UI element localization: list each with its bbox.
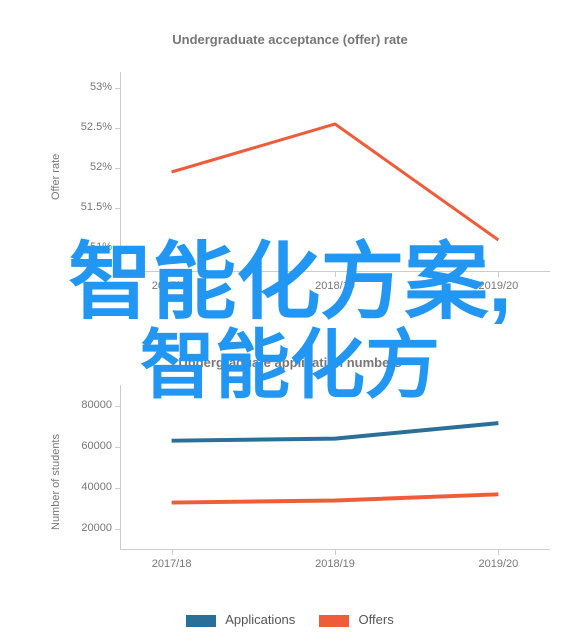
y-tick-label: 51.5% [52, 201, 112, 213]
y-tick-label: 51% [52, 241, 112, 253]
series-applications [172, 423, 499, 441]
x-tick-label: 2017/18 [152, 558, 192, 570]
x-tick-label: 2018/19 [315, 558, 355, 570]
legend-label-offers: Offers [359, 612, 394, 627]
x-tick-label: 2017/18 [152, 280, 192, 292]
x-tick-label: 2019/20 [479, 558, 519, 570]
chart-container: Undergraduate acceptance (offer) rate Un… [0, 0, 580, 635]
x-tick-label: 2018/19 [315, 280, 355, 292]
legend-swatch-offers [319, 615, 349, 627]
legend-swatch-applications [186, 615, 216, 627]
line-layer [0, 0, 580, 635]
legend-item-offers: Offers [319, 612, 394, 627]
y-axis-label: Number of students [50, 434, 62, 530]
series-offer-rate [172, 124, 499, 240]
legend-label-applications: Applications [225, 612, 295, 627]
y-axis-label: Offer rate [50, 154, 62, 200]
x-tick-label: 2019/20 [479, 280, 519, 292]
series-offers [172, 494, 499, 502]
y-tick-label: 52.5% [52, 121, 112, 133]
y-tick-label: 80000 [52, 399, 112, 411]
legend-item-applications: Applications [186, 612, 295, 627]
y-tick-label: 53% [52, 81, 112, 93]
legend: Applications Offers [0, 612, 580, 627]
